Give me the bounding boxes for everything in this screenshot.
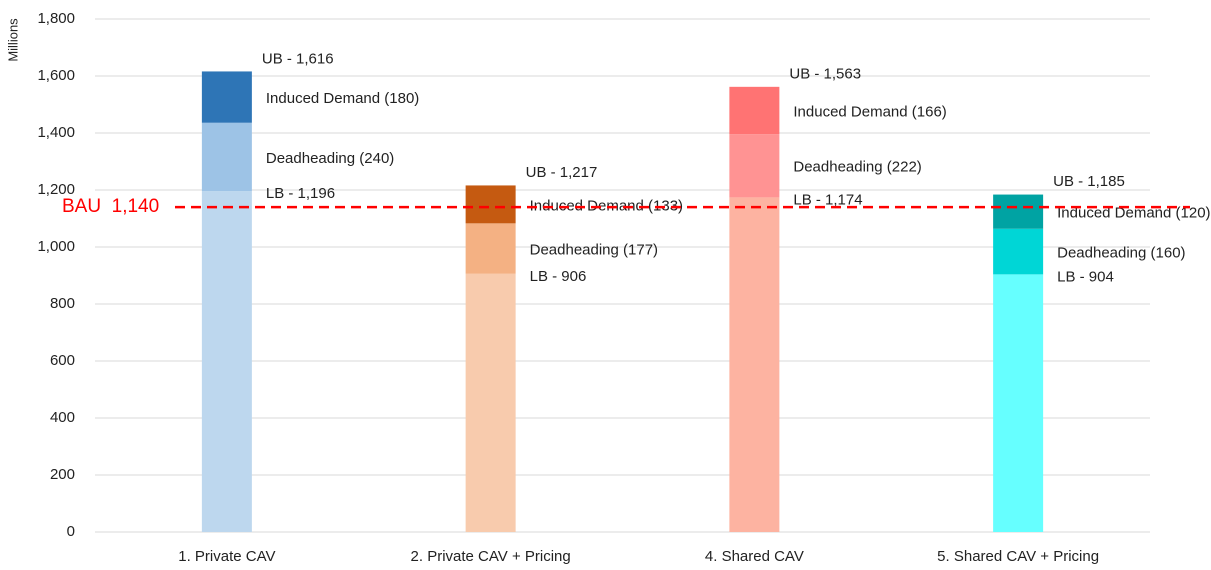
segment-label: LB - 1,196 [266, 185, 335, 202]
segment-label: LB - 1,174 [793, 191, 862, 208]
bar-segment [465, 223, 516, 274]
total-label: UB - 1,217 [526, 164, 598, 181]
bar-segment [465, 185, 516, 224]
y-tick-label: 200 [50, 466, 75, 483]
y-tick-label: 1,800 [37, 10, 75, 27]
bar-segment [729, 197, 780, 532]
x-tick-label: 1. Private CAV [178, 548, 275, 565]
y-tick-label: 1,600 [37, 67, 75, 84]
y-tick-label: 1,200 [37, 181, 75, 198]
x-tick-label: 5. Shared CAV + Pricing [937, 548, 1099, 565]
bar-segment [993, 274, 1044, 532]
bar-segment [993, 228, 1044, 275]
y-tick-label: 600 [50, 352, 75, 369]
segment-label: Induced Demand (180) [266, 90, 419, 107]
segment-label: Deadheading (177) [530, 242, 658, 259]
segment-label: Deadheading (160) [1057, 245, 1185, 262]
segment-label: Induced Demand (120) [1057, 205, 1210, 222]
y-axis-label: Millions [5, 18, 20, 62]
bar-segment [201, 191, 252, 532]
total-label: UB - 1,563 [789, 66, 861, 83]
y-tick-label: 800 [50, 295, 75, 312]
x-tick-label: 2. Private CAV + Pricing [411, 548, 571, 565]
bar-segment [201, 71, 252, 123]
total-label: UB - 1,616 [262, 50, 334, 67]
total-label: UB - 1,185 [1053, 173, 1125, 190]
segment-label: Deadheading (222) [793, 159, 921, 176]
y-tick-label: 1,400 [37, 124, 75, 141]
reference-label: BAU 1,140 [62, 196, 159, 217]
bar-segment [993, 194, 1044, 229]
segment-label: Deadheading (240) [266, 150, 394, 167]
y-tick-label: 0 [67, 523, 75, 540]
y-tick-label: 400 [50, 409, 75, 426]
bar-segment [729, 134, 780, 198]
segment-label: Induced Demand (166) [793, 103, 946, 120]
x-tick-label: 4. Shared CAV [705, 548, 804, 565]
bar-segment [465, 273, 516, 532]
bar-segment [729, 86, 780, 135]
segment-label: Induced Demand (133) [530, 197, 683, 214]
y-tick-label: 1,000 [37, 238, 75, 255]
segment-label: LB - 906 [530, 268, 587, 285]
bar-segment [201, 122, 252, 192]
segment-label: LB - 904 [1057, 268, 1114, 285]
